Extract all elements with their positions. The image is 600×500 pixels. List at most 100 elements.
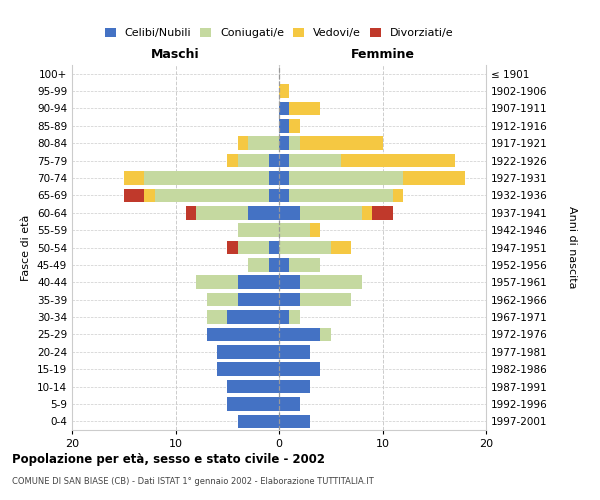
Bar: [279, 328, 331, 341]
Bar: [279, 328, 320, 341]
Bar: [279, 362, 320, 376]
Bar: [279, 188, 393, 202]
Bar: [269, 154, 279, 168]
Bar: [227, 154, 279, 168]
Bar: [279, 293, 352, 306]
Bar: [206, 293, 279, 306]
Bar: [227, 380, 279, 394]
Bar: [279, 224, 320, 237]
Bar: [279, 224, 310, 237]
Bar: [238, 414, 279, 428]
Bar: [279, 362, 320, 376]
Bar: [279, 293, 352, 306]
Bar: [217, 345, 279, 358]
Bar: [279, 380, 310, 394]
Bar: [279, 171, 403, 185]
Bar: [248, 258, 279, 272]
Bar: [279, 84, 289, 98]
Bar: [186, 206, 279, 220]
Bar: [238, 414, 279, 428]
Bar: [279, 362, 320, 376]
Bar: [145, 188, 279, 202]
Bar: [279, 136, 300, 150]
Bar: [279, 188, 403, 202]
Bar: [217, 345, 279, 358]
Bar: [279, 119, 289, 132]
Bar: [238, 414, 279, 428]
Bar: [279, 310, 289, 324]
Legend: Celibi/Nubili, Coniugati/e, Vedovi/e, Divorziati/e: Celibi/Nubili, Coniugati/e, Vedovi/e, Di…: [100, 23, 458, 42]
Bar: [238, 293, 279, 306]
Bar: [279, 328, 331, 341]
Bar: [227, 310, 279, 324]
Bar: [279, 345, 310, 358]
Bar: [279, 380, 310, 394]
Bar: [279, 224, 320, 237]
Bar: [238, 154, 279, 168]
Bar: [206, 310, 279, 324]
Bar: [269, 240, 279, 254]
Text: Femmine: Femmine: [350, 48, 415, 62]
Bar: [279, 240, 331, 254]
Bar: [248, 136, 279, 150]
Bar: [217, 362, 279, 376]
Bar: [279, 258, 320, 272]
Bar: [279, 397, 300, 410]
Bar: [238, 136, 279, 150]
Bar: [279, 136, 383, 150]
Bar: [279, 310, 300, 324]
Bar: [279, 345, 310, 358]
Bar: [279, 258, 289, 272]
Bar: [196, 276, 279, 289]
Bar: [206, 328, 279, 341]
Bar: [279, 397, 300, 410]
Bar: [217, 362, 279, 376]
Bar: [196, 206, 279, 220]
Bar: [279, 240, 352, 254]
Bar: [279, 380, 310, 394]
Bar: [279, 119, 289, 132]
Bar: [279, 310, 300, 324]
Y-axis label: Fasce di età: Fasce di età: [22, 214, 31, 280]
Bar: [269, 258, 279, 272]
Bar: [279, 258, 320, 272]
Bar: [279, 188, 403, 202]
Bar: [248, 258, 279, 272]
Bar: [279, 345, 310, 358]
Bar: [227, 397, 279, 410]
Bar: [279, 102, 320, 115]
Bar: [279, 293, 300, 306]
Bar: [196, 276, 279, 289]
Bar: [279, 276, 300, 289]
Bar: [145, 171, 279, 185]
Bar: [227, 397, 279, 410]
Bar: [196, 276, 279, 289]
Bar: [227, 380, 279, 394]
Bar: [238, 224, 279, 237]
Bar: [206, 328, 279, 341]
Bar: [279, 276, 362, 289]
Bar: [279, 380, 310, 394]
Bar: [279, 206, 372, 220]
Bar: [248, 206, 279, 220]
Bar: [279, 119, 300, 132]
Bar: [248, 258, 279, 272]
Bar: [279, 188, 289, 202]
Bar: [238, 276, 279, 289]
Y-axis label: Anni di nascita: Anni di nascita: [567, 206, 577, 289]
Bar: [279, 258, 320, 272]
Bar: [217, 345, 279, 358]
Bar: [217, 345, 279, 358]
Text: COMUNE DI SAN BIASE (CB) - Dati ISTAT 1° gennaio 2002 - Elaborazione TUTTITALIA.: COMUNE DI SAN BIASE (CB) - Dati ISTAT 1°…: [12, 478, 374, 486]
Bar: [279, 154, 455, 168]
Bar: [227, 397, 279, 410]
Bar: [124, 188, 279, 202]
Bar: [279, 102, 320, 115]
Text: Maschi: Maschi: [151, 48, 200, 62]
Bar: [124, 171, 279, 185]
Bar: [279, 276, 362, 289]
Bar: [279, 276, 362, 289]
Bar: [227, 397, 279, 410]
Bar: [279, 102, 289, 115]
Bar: [227, 380, 279, 394]
